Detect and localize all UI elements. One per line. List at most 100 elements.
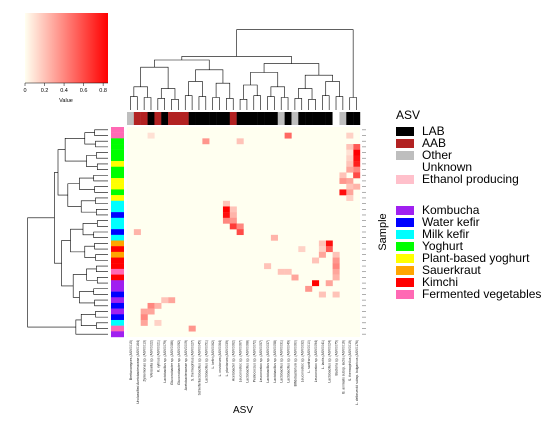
heatmap-cell (332, 291, 340, 298)
heatmap-cell (229, 223, 237, 230)
sample-group-cell (111, 325, 124, 332)
heatmap-cells (133, 132, 361, 332)
asv-group-cell (270, 112, 278, 125)
heatmap-cell (154, 302, 162, 309)
column-dendrogram (130, 29, 357, 110)
heatmap-cell (168, 297, 176, 304)
asv-legend-label: Other (422, 148, 453, 162)
heatmap-cell (346, 155, 354, 162)
heatmap-cell (332, 274, 340, 281)
column-tick-label: Gluconobacter sp. (ASV0086) (170, 340, 174, 385)
asv-group-cell (277, 112, 285, 125)
sample-group-cell (111, 263, 124, 270)
heatmap-cell (222, 206, 230, 213)
sample-group-cell (111, 229, 124, 236)
sample-legend-swatch (396, 206, 414, 215)
sample-group-cell (111, 291, 124, 298)
sample-group-cell (111, 183, 124, 190)
heatmap-cell (332, 257, 340, 264)
asv-group-cell (174, 112, 183, 125)
heatmap-cell (140, 308, 148, 315)
asv-legend-swatch (396, 151, 414, 160)
asv-group-cell (147, 112, 155, 125)
heatmap-cell (140, 319, 148, 326)
heatmap-cell (353, 161, 361, 167)
sample-legend-swatch (396, 242, 414, 251)
asv-legend-swatch (396, 127, 414, 136)
asv-group-cell (229, 112, 237, 125)
column-tick-label: Bacteria sp. (ASV0075) (335, 340, 339, 375)
sample-legend-label: Plant-based yoghurt (422, 251, 530, 265)
color-key-label: Value (59, 98, 73, 104)
x-axis-label: ASV (233, 405, 253, 416)
asv-group-cell (168, 112, 176, 125)
heatmap-cell (325, 246, 333, 253)
heatmap-cell (229, 206, 237, 213)
asv-group-cell (298, 112, 306, 125)
heatmap-cell (284, 268, 292, 275)
asv-legend-swatch (396, 175, 414, 184)
sample-group-cell (111, 212, 124, 219)
heatmap-cell (277, 268, 285, 275)
sample-legend-label: Water kefir (422, 215, 480, 229)
sample-group-cell (111, 149, 124, 156)
heatmap-cell (346, 149, 354, 156)
asv-legend-entry: LAB (396, 125, 445, 137)
asv-group-cell (250, 112, 258, 125)
asv-legend-label: Unknown (422, 160, 473, 174)
sample-group-cell (111, 178, 124, 184)
asv-group-cell (222, 112, 230, 125)
color-key-ticks: 0 0.2 0.4 0.6 0.8 (23, 82, 108, 94)
column-tick-label: Zymomonas sp. (ASV0013) (143, 340, 147, 382)
row-dendrogram (27, 129, 108, 335)
heatmap-cell (161, 297, 169, 304)
heatmap-cell (229, 217, 237, 224)
heatmap-cell (346, 183, 354, 190)
sample-legend-label: Yoghurt (422, 239, 463, 253)
heatmap-cell (312, 280, 320, 287)
column-tick-label: Brettanomyces (ASV0015) (129, 340, 133, 380)
color-key-tick-label: 0.8 (99, 88, 107, 94)
column-tick-label: Lactobacillus sp. (ASV0037) (266, 340, 270, 383)
asv-legend-label: Ethanol producing (422, 172, 519, 186)
sample-group-cell (111, 138, 124, 145)
asv-group-cell (339, 112, 347, 125)
sample-group-cell (111, 268, 124, 275)
heatmap-cell (298, 246, 306, 253)
sample-legend-label: Kombucha (422, 203, 480, 217)
column-tick-label: B. animalis subsp. lactis (ASV0016) (341, 340, 345, 394)
heatmap-cell (270, 234, 278, 241)
heatmap-cell (147, 132, 155, 139)
sample-legend-entry: Kombucha (396, 203, 480, 217)
sample-group-cell (111, 217, 124, 224)
column-tick-label: Acetobacter sp. (ASV0062) (232, 340, 236, 381)
sample-legend-entry: Water kefir (396, 215, 480, 229)
sample-group-cell (111, 234, 124, 241)
heatmap-cell (318, 251, 326, 258)
sample-legend-entry: Sauerkraut (396, 264, 481, 276)
heatmap-cell (353, 172, 361, 179)
sample-group-cell (111, 240, 124, 247)
sample-group-cell (111, 314, 124, 321)
sample-group-cell (111, 155, 124, 162)
column-tick-label: Lactobacillus sp. (ASV0079) (163, 340, 167, 383)
column-tick-label: S. thermophilus (ASV0027) (191, 340, 195, 381)
heatmap-cell (236, 223, 244, 230)
heatmap-cell (312, 257, 320, 264)
sample-legend-entry: Plant-based yoghurt (396, 251, 530, 265)
heatmap-cell (346, 166, 354, 173)
sample-legend-swatch (396, 266, 414, 275)
asv-group-cell (257, 112, 265, 125)
sample-legend-swatch (396, 290, 414, 299)
sample-group-cell (111, 127, 124, 133)
heatmap-cell (318, 291, 326, 298)
sample-group-cell (111, 144, 124, 150)
heatmap-cell (222, 212, 230, 219)
heatmap-cell (140, 314, 148, 321)
heatmap-cell (202, 138, 210, 145)
sample-legend-label: Kimchi (422, 275, 459, 289)
column-tick-label: Pediococcus sp. (ASV0072) (252, 340, 256, 382)
heatmap-cell (346, 195, 354, 201)
column-tick-label: K. xylinus (ASV0021) (156, 340, 160, 372)
